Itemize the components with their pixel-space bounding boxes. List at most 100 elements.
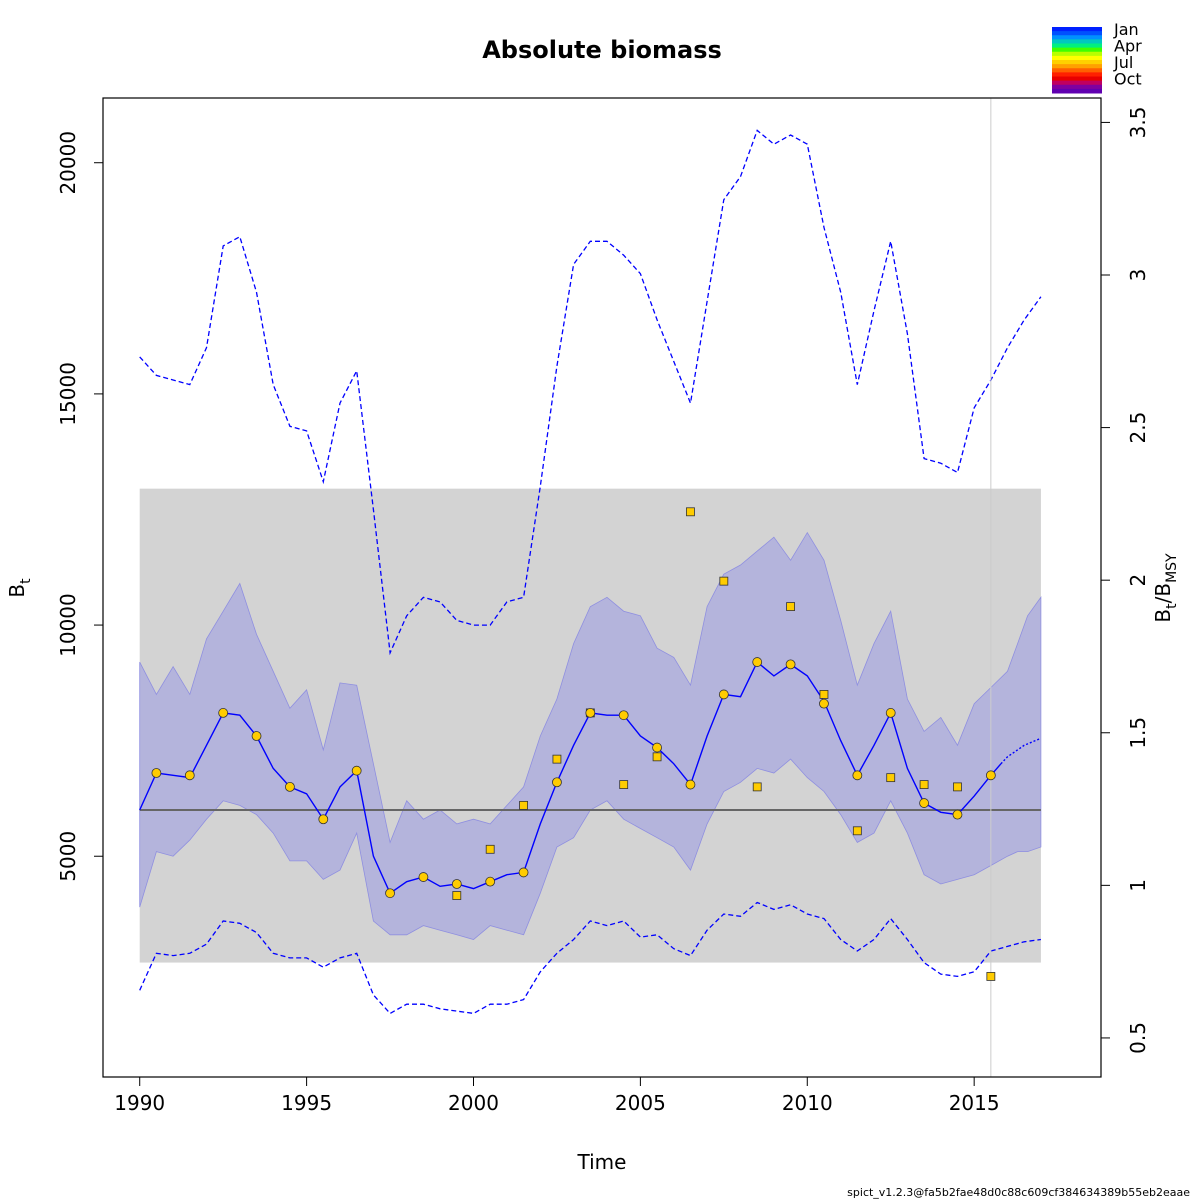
observation-circle (919, 798, 929, 808)
confidence-ribbon (139, 531, 1042, 940)
y2-axis-label: Bt/BMSY (1151, 553, 1180, 623)
observation-square (752, 782, 762, 792)
observation-circle (652, 742, 662, 753)
legend-color-swatch (1052, 31, 1102, 36)
x-tick-label: 1990 (114, 1091, 165, 1115)
legend-color-swatch (1052, 80, 1102, 86)
observation-square (719, 576, 729, 586)
y-axis-label-main: B (5, 584, 29, 598)
plot-area (139, 98, 1042, 1077)
footer-version: spict_v1.2.3@fa5b2fae48d0c88c609cf384634… (847, 1186, 1190, 1199)
legend-color-swatch (1052, 60, 1102, 65)
observation-square (919, 780, 929, 789)
observation-square (552, 754, 562, 764)
y2-tick-label: 1 (1126, 879, 1150, 892)
observation-circle (585, 708, 596, 718)
observation-circle (418, 872, 429, 882)
y-axis: 5000 10000 15000 20000 (56, 131, 103, 882)
observation-circle (218, 708, 229, 718)
observation-square (786, 602, 795, 611)
y-tick-label: 10000 (56, 593, 80, 657)
legend-label-jan: Jan (1113, 20, 1139, 39)
observation-circle (251, 731, 262, 741)
legend-color-swatch (1052, 51, 1102, 57)
x-tick-label: 2010 (782, 1091, 833, 1115)
y2-label-sub1: t (1164, 603, 1180, 609)
legend-color-swatch (1052, 47, 1102, 53)
observation-circle (885, 708, 896, 718)
legend-color-swatch (1052, 35, 1102, 40)
observation-square (686, 507, 695, 517)
observation-square (652, 752, 662, 762)
secondary-y-axis: 0.5 1 1.5 2 2.5 3 3.5 (1101, 107, 1150, 1054)
observation-square (852, 826, 862, 836)
x-tick-label: 1995 (281, 1091, 332, 1115)
observation-circle (618, 710, 629, 721)
observation-circle (351, 765, 362, 776)
x-tick-label: 2005 (615, 1091, 666, 1115)
y2-label-main: B (1151, 609, 1175, 623)
observation-circle (952, 809, 963, 820)
y-axis-label-sub: t (18, 578, 34, 584)
observation-square (452, 891, 462, 900)
biomass-estimate-line (139, 660, 1002, 895)
x-tick-label: 2000 (448, 1091, 499, 1115)
x-tick-label: 2015 (949, 1091, 1000, 1115)
legend-color-swatch (1052, 39, 1102, 44)
observation-circle (151, 768, 162, 778)
lower-bound-line (139, 901, 1041, 1015)
observation-circle (985, 770, 996, 781)
legend-label-jul: Jul (1113, 53, 1133, 72)
observation-square (953, 782, 962, 792)
observation-circle (385, 888, 395, 899)
y2-label-sub2: MSY (1164, 553, 1180, 583)
observation-circle (718, 689, 729, 700)
observation-circle (451, 879, 462, 889)
y-tick-label: 15000 (56, 362, 80, 426)
biomass-prediction-line (1000, 737, 1042, 765)
observation-circle (685, 779, 696, 790)
legend-color-swatch (1052, 43, 1102, 49)
legend-color-swatch (1052, 27, 1102, 32)
observation-square (619, 780, 629, 789)
observation-circle (518, 867, 529, 878)
y2-tick-label: 2 (1126, 574, 1150, 587)
legend-color-swatch (1052, 64, 1102, 69)
observation-square (519, 800, 528, 810)
legend-color-swatch (1052, 72, 1102, 77)
observation-circle (552, 777, 562, 788)
legend-color-swatch (1052, 55, 1102, 61)
observation-square (986, 972, 996, 981)
y2-tick-label: 0.5 (1126, 1022, 1150, 1054)
observation-circle (752, 657, 763, 667)
y-axis-label: Bt (5, 578, 34, 598)
legend-color-swatch (1052, 84, 1102, 90)
y2-tick-label: 3 (1126, 269, 1150, 282)
observation-square (819, 690, 829, 699)
legend-color-swatch (1052, 88, 1102, 94)
observation-circle (184, 770, 195, 781)
y-tick-label: 5000 (56, 831, 80, 882)
y2-tick-label: 2.5 (1126, 412, 1150, 444)
legend-color-swatch (1052, 76, 1102, 82)
observation-circle (318, 814, 329, 825)
x-axis: 1990 1995 2000 2005 2010 2015 (114, 1076, 1000, 1115)
y2-label-mid: /B (1151, 583, 1175, 603)
chart-title: Absolute biomass (482, 36, 722, 64)
observation-circle (285, 781, 295, 792)
x-axis-label: Time (577, 1150, 627, 1174)
legend-label-oct: Oct (1114, 70, 1142, 89)
observation-circle (819, 698, 829, 709)
y2-tick-label: 3.5 (1126, 107, 1150, 139)
observation-square (485, 844, 495, 854)
observation-circle (852, 770, 863, 781)
observation-circle (485, 876, 496, 887)
legend-color-swatch (1052, 68, 1102, 73)
upper-bound-line (139, 129, 1042, 656)
y2-tick-label: 1.5 (1126, 717, 1150, 749)
legend-label-apr: Apr (1114, 37, 1142, 56)
observation-circle (785, 659, 796, 670)
y-tick-label: 20000 (56, 131, 80, 195)
